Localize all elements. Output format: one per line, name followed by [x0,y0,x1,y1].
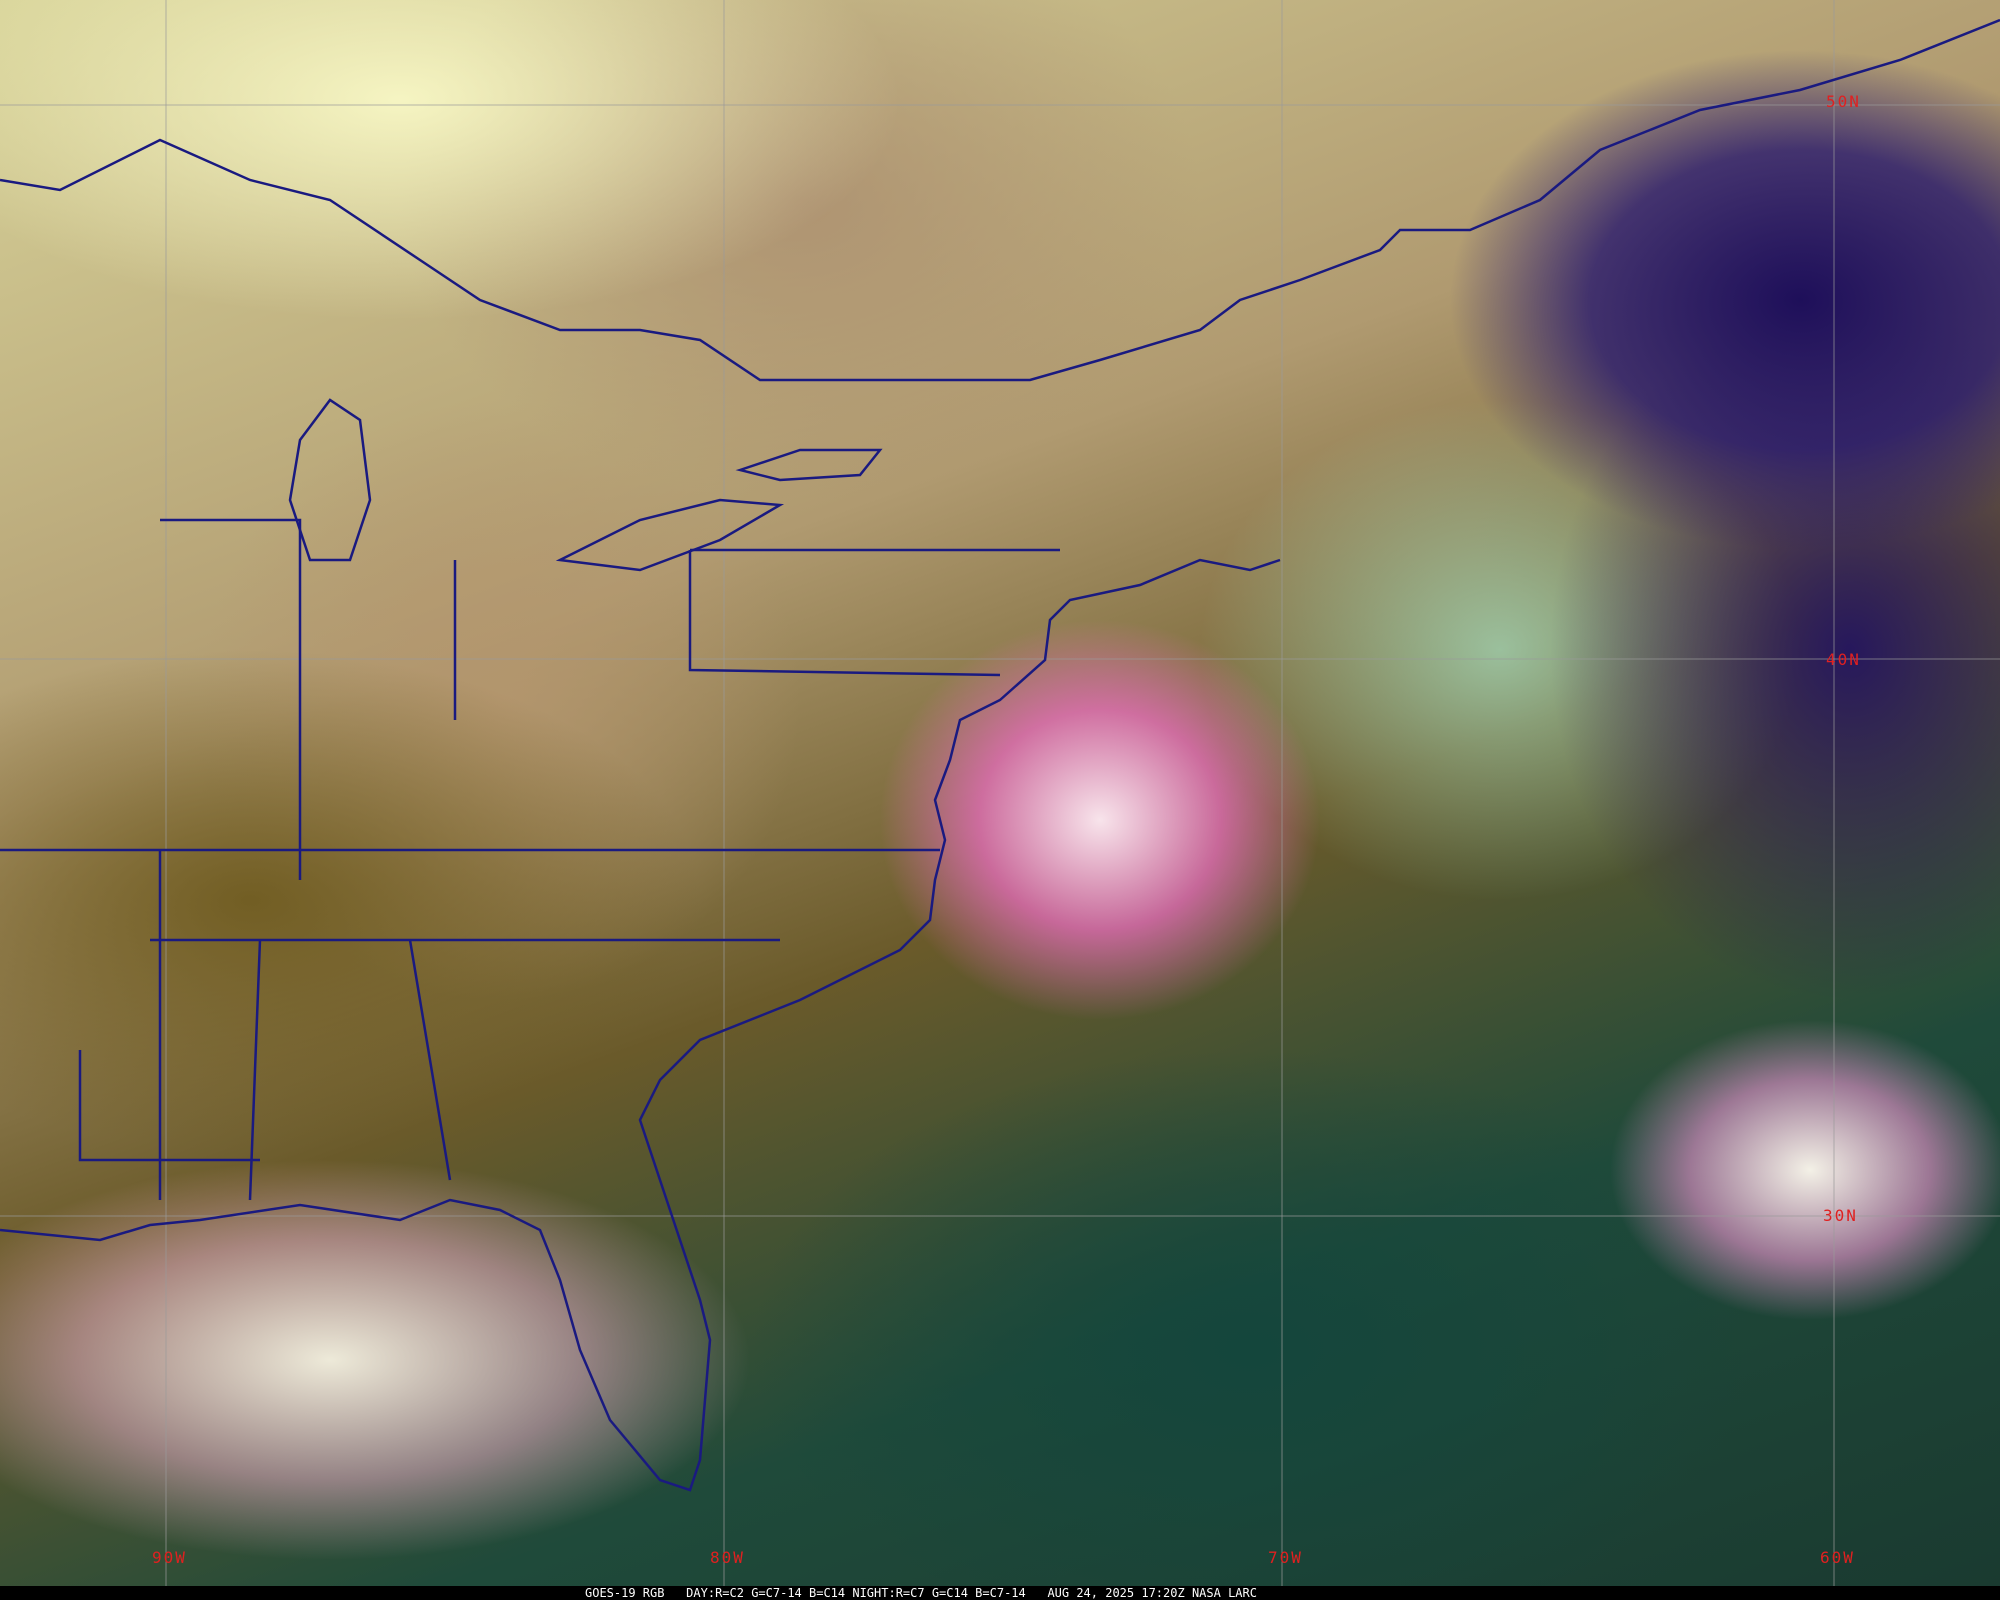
caption-datetime: AUG 24, 2025 17:20Z [1047,1586,1185,1600]
canada-us-border [0,18,2000,382]
lon-label-80w: 80W [710,1548,745,1567]
lake-ontario [735,448,883,482]
us-east-coastline [0,558,1281,1492]
state-borders [0,518,1060,1201]
lat-label-40n: 40N [1826,650,1861,669]
lon-label-70w: 70W [1268,1548,1303,1567]
caption-satellite: GOES-19 RGB [585,1586,665,1600]
lon-label-60w: 60W [1820,1548,1855,1567]
caption-source: NASA LARC [1191,1586,1257,1600]
lake-michigan [288,398,372,562]
lon-label-90w: 90W [152,1548,187,1567]
lat-label-50n: 50N [1826,92,1861,111]
lat-label-30n: 30N [1823,1206,1858,1225]
lake-erie [555,498,785,572]
image-caption: GOES-19 RGB DAY:R=C2 G=C7-14 B=C14 NIGHT… [0,1586,2000,1600]
caption-day-recipe: DAY:R=C2 G=C7-14 B=C14 [686,1586,846,1600]
caption-night-recipe: NIGHT:R=C7 G=C14 B=C7-14 [852,1586,1026,1600]
